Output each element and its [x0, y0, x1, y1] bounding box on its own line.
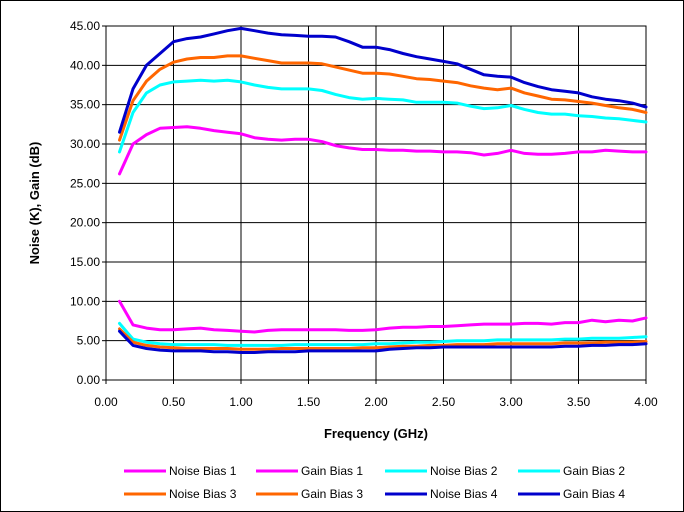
legend-label-gain-bias-3: Gain Bias 3 [301, 487, 363, 501]
x-tick-label: 3.00 [499, 395, 523, 409]
series-line-gain-bias-3 [118, 54, 648, 142]
x-tick-label: 1.00 [229, 395, 253, 409]
series-line-gain-bias-4 [118, 26, 648, 134]
series-line-gain-bias-1 [118, 125, 648, 176]
x-tick-label: 4.00 [634, 395, 658, 409]
legend-label-noise-bias-3: Noise Bias 3 [169, 487, 237, 501]
legend-label-gain-bias-1: Gain Bias 1 [301, 464, 363, 478]
x-tick-label: 1.50 [297, 395, 321, 409]
legend-label-gain-bias-2: Gain Bias 2 [563, 464, 625, 478]
series-line-gain-bias-2 [118, 78, 648, 154]
x-tick-label: 3.50 [567, 395, 591, 409]
legend-label-noise-bias-4: Noise Bias 4 [430, 487, 498, 501]
y-tick-label: 15.00 [70, 255, 100, 269]
series-line-noise-bias-4 [118, 329, 648, 354]
y-tick-label: 35.00 [70, 98, 100, 112]
y-tick-label: 25.00 [70, 176, 100, 190]
x-tick-label: 2.00 [364, 395, 388, 409]
x-axis-title: Frequency (GHz) [324, 426, 428, 441]
y-axis-title: Noise (K), Gain (dB) [27, 142, 42, 265]
legend-label-gain-bias-4: Gain Bias 4 [563, 487, 625, 501]
y-tick-label: 45.00 [70, 19, 100, 33]
x-tick-label: 0.00 [94, 395, 118, 409]
y-tick-label: 10.00 [70, 294, 100, 308]
x-axis-ticks: 0.00 0.50 1.00 1.50 2.00 2.50 3.00 3.50 4.00 [94, 380, 658, 409]
y-tick-label: 40.00 [70, 58, 100, 72]
y-tick-label: 30.00 [70, 137, 100, 151]
series-line-noise-bias-3 [118, 327, 648, 351]
series-line-noise-bias-2 [118, 321, 648, 347]
x-tick-label: 2.50 [432, 395, 456, 409]
y-axis-ticks: 0.00 5.00 10.00 15.00 20.00 25.00 30.00 35.00 40… [70, 19, 106, 387]
series-line-noise-bias-1 [118, 299, 648, 334]
legend: Noise Bias 1 Gain Bias 1 Noise Bias 2 Gain … [124, 464, 625, 501]
x-tick-label: 0.50 [162, 395, 186, 409]
legend-label-noise-bias-2: Noise Bias 2 [430, 464, 498, 478]
y-tick-label: 5.00 [77, 334, 101, 348]
y-tick-label: 0.00 [77, 373, 101, 387]
y-tick-label: 20.00 [70, 216, 100, 230]
legend-label-noise-bias-1: Noise Bias 1 [169, 464, 237, 478]
series-lines [118, 26, 648, 354]
